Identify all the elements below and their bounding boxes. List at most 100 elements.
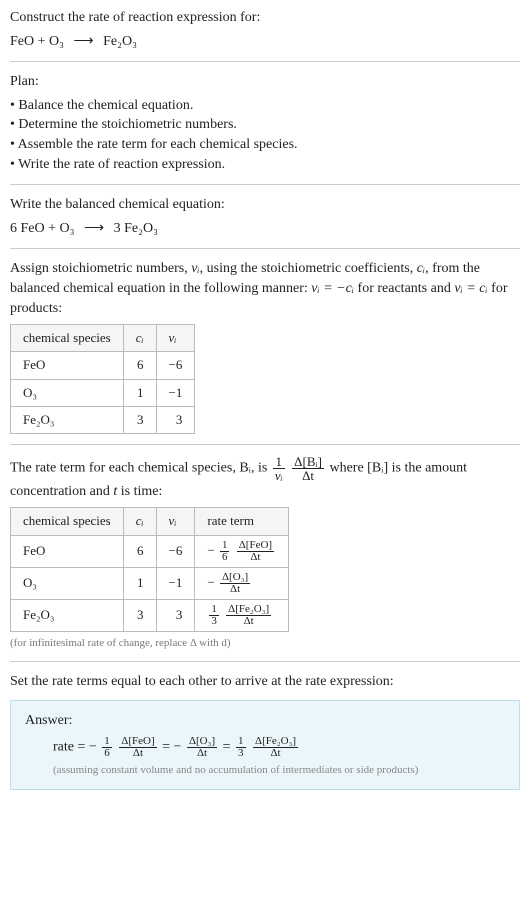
rate-lhs: rate = (53, 740, 89, 755)
prompt-equation: FeO + O₃ ⟶ Fe₂O₃ (10, 32, 520, 52)
col-ci: cᵢ (123, 325, 156, 352)
rt-sign: − (207, 574, 214, 589)
rt-frac2: Δ[O₃] Δt (220, 572, 250, 595)
term-frac1: 1 3 (236, 736, 246, 759)
term-frac2: Δ[O₃] Δt (187, 736, 217, 759)
col-rate-term: rate term (195, 508, 289, 535)
cell-ci: 6 (123, 352, 156, 379)
answer-assumption: (assuming constant volume and no accumul… (53, 763, 505, 778)
rate-intro-text: is time: (117, 484, 162, 499)
relation-product: νᵢ = cᵢ (454, 281, 487, 296)
table-header-row: chemical species cᵢ νᵢ (11, 325, 195, 352)
arrow-icon: ⟶ (84, 221, 104, 236)
col-species: chemical species (11, 325, 124, 352)
table-row: FeO 6 −6 − 1 6 Δ[FeO] Δt (11, 535, 289, 567)
frac-num: 1 (209, 604, 219, 616)
prompt-eq-lhs: FeO + O₃ (10, 34, 64, 49)
rate-table-footnote: (for infinitesimal rate of change, repla… (10, 636, 520, 651)
prompt-eq-rhs: Fe₂O₃ (103, 34, 137, 49)
rt-frac1: 1 6 (220, 540, 230, 563)
eq-sign: = (223, 740, 234, 755)
equal-intro: Set the rate terms equal to each other t… (10, 672, 520, 692)
frac-num: Δ[Fe₂O₃] (226, 604, 271, 616)
frac-den: Δt (253, 748, 298, 759)
frac-den: νᵢ (273, 469, 285, 482)
cell-ci: 3 (123, 406, 156, 433)
balanced-eq-rhs: 3 Fe₂O₃ (114, 221, 158, 236)
prompt-title: Construct the rate of reaction expressio… (10, 8, 520, 28)
balanced-equation: 6 FeO + O₃ ⟶ 3 Fe₂O₃ (10, 219, 520, 239)
frac-num: Δ[O₃] (220, 572, 250, 584)
stoich-intro-text: Assign stoichiometric numbers, (10, 261, 191, 276)
table-row: O₃ 1 −1 − Δ[O₃] Δt (11, 567, 289, 599)
rate-intro-text: , is (251, 461, 271, 476)
frac-den: Δt (226, 616, 271, 627)
col-nui: νᵢ (156, 508, 195, 535)
plan-item: Determine the stoichiometric numbers. (10, 115, 520, 135)
cell-nui: −1 (156, 379, 195, 406)
table-row: Fe₂O₃ 3 3 (11, 406, 195, 433)
rt-sign: − (207, 542, 214, 557)
answer-label: Answer: (25, 711, 505, 731)
rate-intro: The rate term for each chemical species,… (10, 455, 520, 651)
plan-item: Write the rate of reaction expression. (10, 155, 520, 175)
balanced-section: Write the balanced chemical equation: 6 … (10, 195, 520, 238)
rate-table: chemical species cᵢ νᵢ rate term FeO 6 −… (10, 507, 289, 631)
divider (10, 248, 520, 249)
cell-rate-term: − 1 6 Δ[FeO] Δt (195, 535, 289, 567)
plan-section: Plan: Balance the chemical equation. Det… (10, 72, 520, 174)
cell-nui: −6 (156, 352, 195, 379)
stoich-intro-text: for reactants and (354, 281, 454, 296)
nu-symbol: νᵢ (191, 261, 199, 276)
frac-den: 6 (102, 748, 112, 759)
frac-den: Δt (292, 469, 324, 482)
eq-sign: = (162, 740, 173, 755)
cell-species: Fe₂O₃ (11, 406, 124, 433)
term-frac2: Δ[FeO] Δt (119, 736, 156, 759)
divider (10, 444, 520, 445)
cell-species: FeO (11, 535, 124, 567)
term-sign: − (89, 740, 97, 755)
term-frac1: 1 6 (102, 736, 112, 759)
frac-num: 1 (220, 540, 230, 552)
frac-1-over-nu: 1 νᵢ (273, 455, 285, 482)
prompt-section: Construct the rate of reaction expressio… (10, 8, 520, 51)
cell-nui: −1 (156, 567, 195, 599)
cell-rate-term: 1 3 Δ[Fe₂O₃] Δt (195, 599, 289, 631)
term-frac2: Δ[Fe₂O₃] Δt (253, 736, 298, 759)
frac-den: Δt (187, 748, 217, 759)
answer-box: Answer: rate = − 1 6 Δ[FeO] Δt = − Δ[O₃]… (10, 700, 520, 790)
plan-item: Balance the chemical equation. (10, 96, 520, 116)
frac-den: Δt (220, 584, 250, 595)
frac-den: Δt (119, 748, 156, 759)
stoich-intro: Assign stoichiometric numbers, νᵢ, using… (10, 259, 520, 434)
term-sign: − (174, 740, 182, 755)
balanced-eq-lhs: 6 FeO + O₃ (10, 221, 75, 236)
frac-num: Δ[FeO] (237, 540, 274, 552)
plan-title: Plan: (10, 72, 520, 92)
cell-ci: 6 (123, 535, 156, 567)
plan-item: Assemble the rate term for each chemical… (10, 135, 520, 155)
cell-rate-term: − Δ[O₃] Δt (195, 567, 289, 599)
divider (10, 61, 520, 62)
col-nui: νᵢ (156, 325, 195, 352)
divider (10, 184, 520, 185)
cell-ci: 1 (123, 567, 156, 599)
frac-den: 6 (220, 552, 230, 563)
frac-num: 1 (273, 455, 285, 469)
divider (10, 661, 520, 662)
table-row: O₃ 1 −1 (11, 379, 195, 406)
plan-list: Balance the chemical equation. Determine… (10, 96, 520, 174)
relation-reactant: νᵢ = −cᵢ (311, 281, 354, 296)
table-row: FeO 6 −6 (11, 352, 195, 379)
cell-ci: 3 (123, 599, 156, 631)
rt-frac1: 1 3 (209, 604, 219, 627)
ci-symbol: cᵢ (417, 261, 425, 276)
frac-den: Δt (237, 552, 274, 563)
table-header-row: chemical species cᵢ νᵢ rate term (11, 508, 289, 535)
bi-symbol: Bᵢ (239, 461, 251, 476)
frac-dbidt: Δ[Bᵢ] Δt (292, 455, 324, 482)
rt-frac2: Δ[FeO] Δt (237, 540, 274, 563)
arrow-icon: ⟶ (74, 34, 94, 49)
stoich-table: chemical species cᵢ νᵢ FeO 6 −6 O₃ 1 −1 … (10, 324, 195, 434)
